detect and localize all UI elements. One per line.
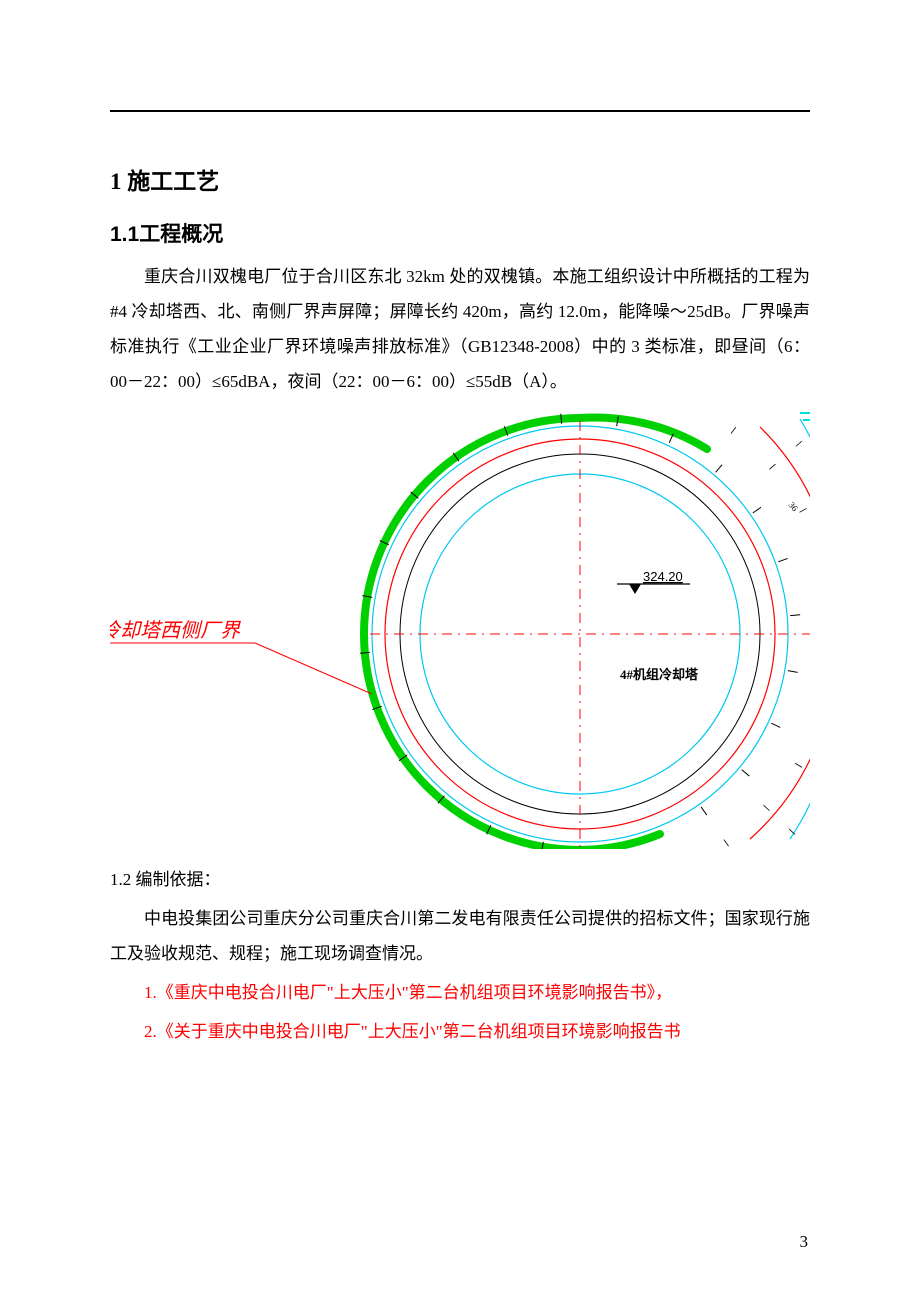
paragraph-ref-1: 1.《重庆中电投合川电厂"上大压小"第二台机组项目环境影响报告书》，	[110, 976, 810, 1011]
paragraph-overview: 重庆合川双槐电厂位于合川区东北 32km 处的双槐镇。本施工组织设计中所概括的工…	[110, 260, 810, 399]
cooling-tower-diagram: 324.20 4#机组冷却塔 36 38 冷却塔西侧厂界	[110, 409, 810, 849]
leader-line	[110, 643, 372, 694]
elevation-value: 324.20	[643, 569, 683, 584]
paragraph-basis: 中电投集团公司重庆分公司重庆合川第二发电有限责任公司提供的招标文件；国家现行施工…	[110, 902, 810, 972]
page-container: 1 施工工艺 1.1工程概况 重庆合川双槐电厂位于合川区东北 32km 处的双槐…	[0, 0, 920, 1114]
tower-label: 4#机组冷却塔	[620, 667, 699, 682]
page-number: 3	[800, 1232, 809, 1252]
boundary-label: 冷却塔西侧厂界	[110, 620, 241, 642]
green-barrier-arc-top	[580, 418, 707, 449]
heading-level-2: 1.1工程概况	[110, 218, 810, 248]
heading-level-1: 1 施工工艺	[110, 162, 810, 196]
section-1-2-label: 1.2 编制依据：	[110, 863, 810, 898]
arc-tick-label-1: 36	[786, 500, 800, 514]
top-horizontal-rule	[110, 110, 810, 112]
elevation-label-group: 324.20	[617, 569, 690, 594]
outer-arc-ticks	[686, 409, 810, 849]
paragraph-ref-2: 2.《关于重庆中电投合川电厂"上大压小"第二台机组项目环境影响报告书	[110, 1015, 810, 1050]
corner-marks-icon	[800, 413, 810, 421]
outer-arcs	[750, 419, 810, 839]
center-axes	[370, 421, 810, 847]
arc-tick-label-2: 38	[808, 522, 810, 536]
